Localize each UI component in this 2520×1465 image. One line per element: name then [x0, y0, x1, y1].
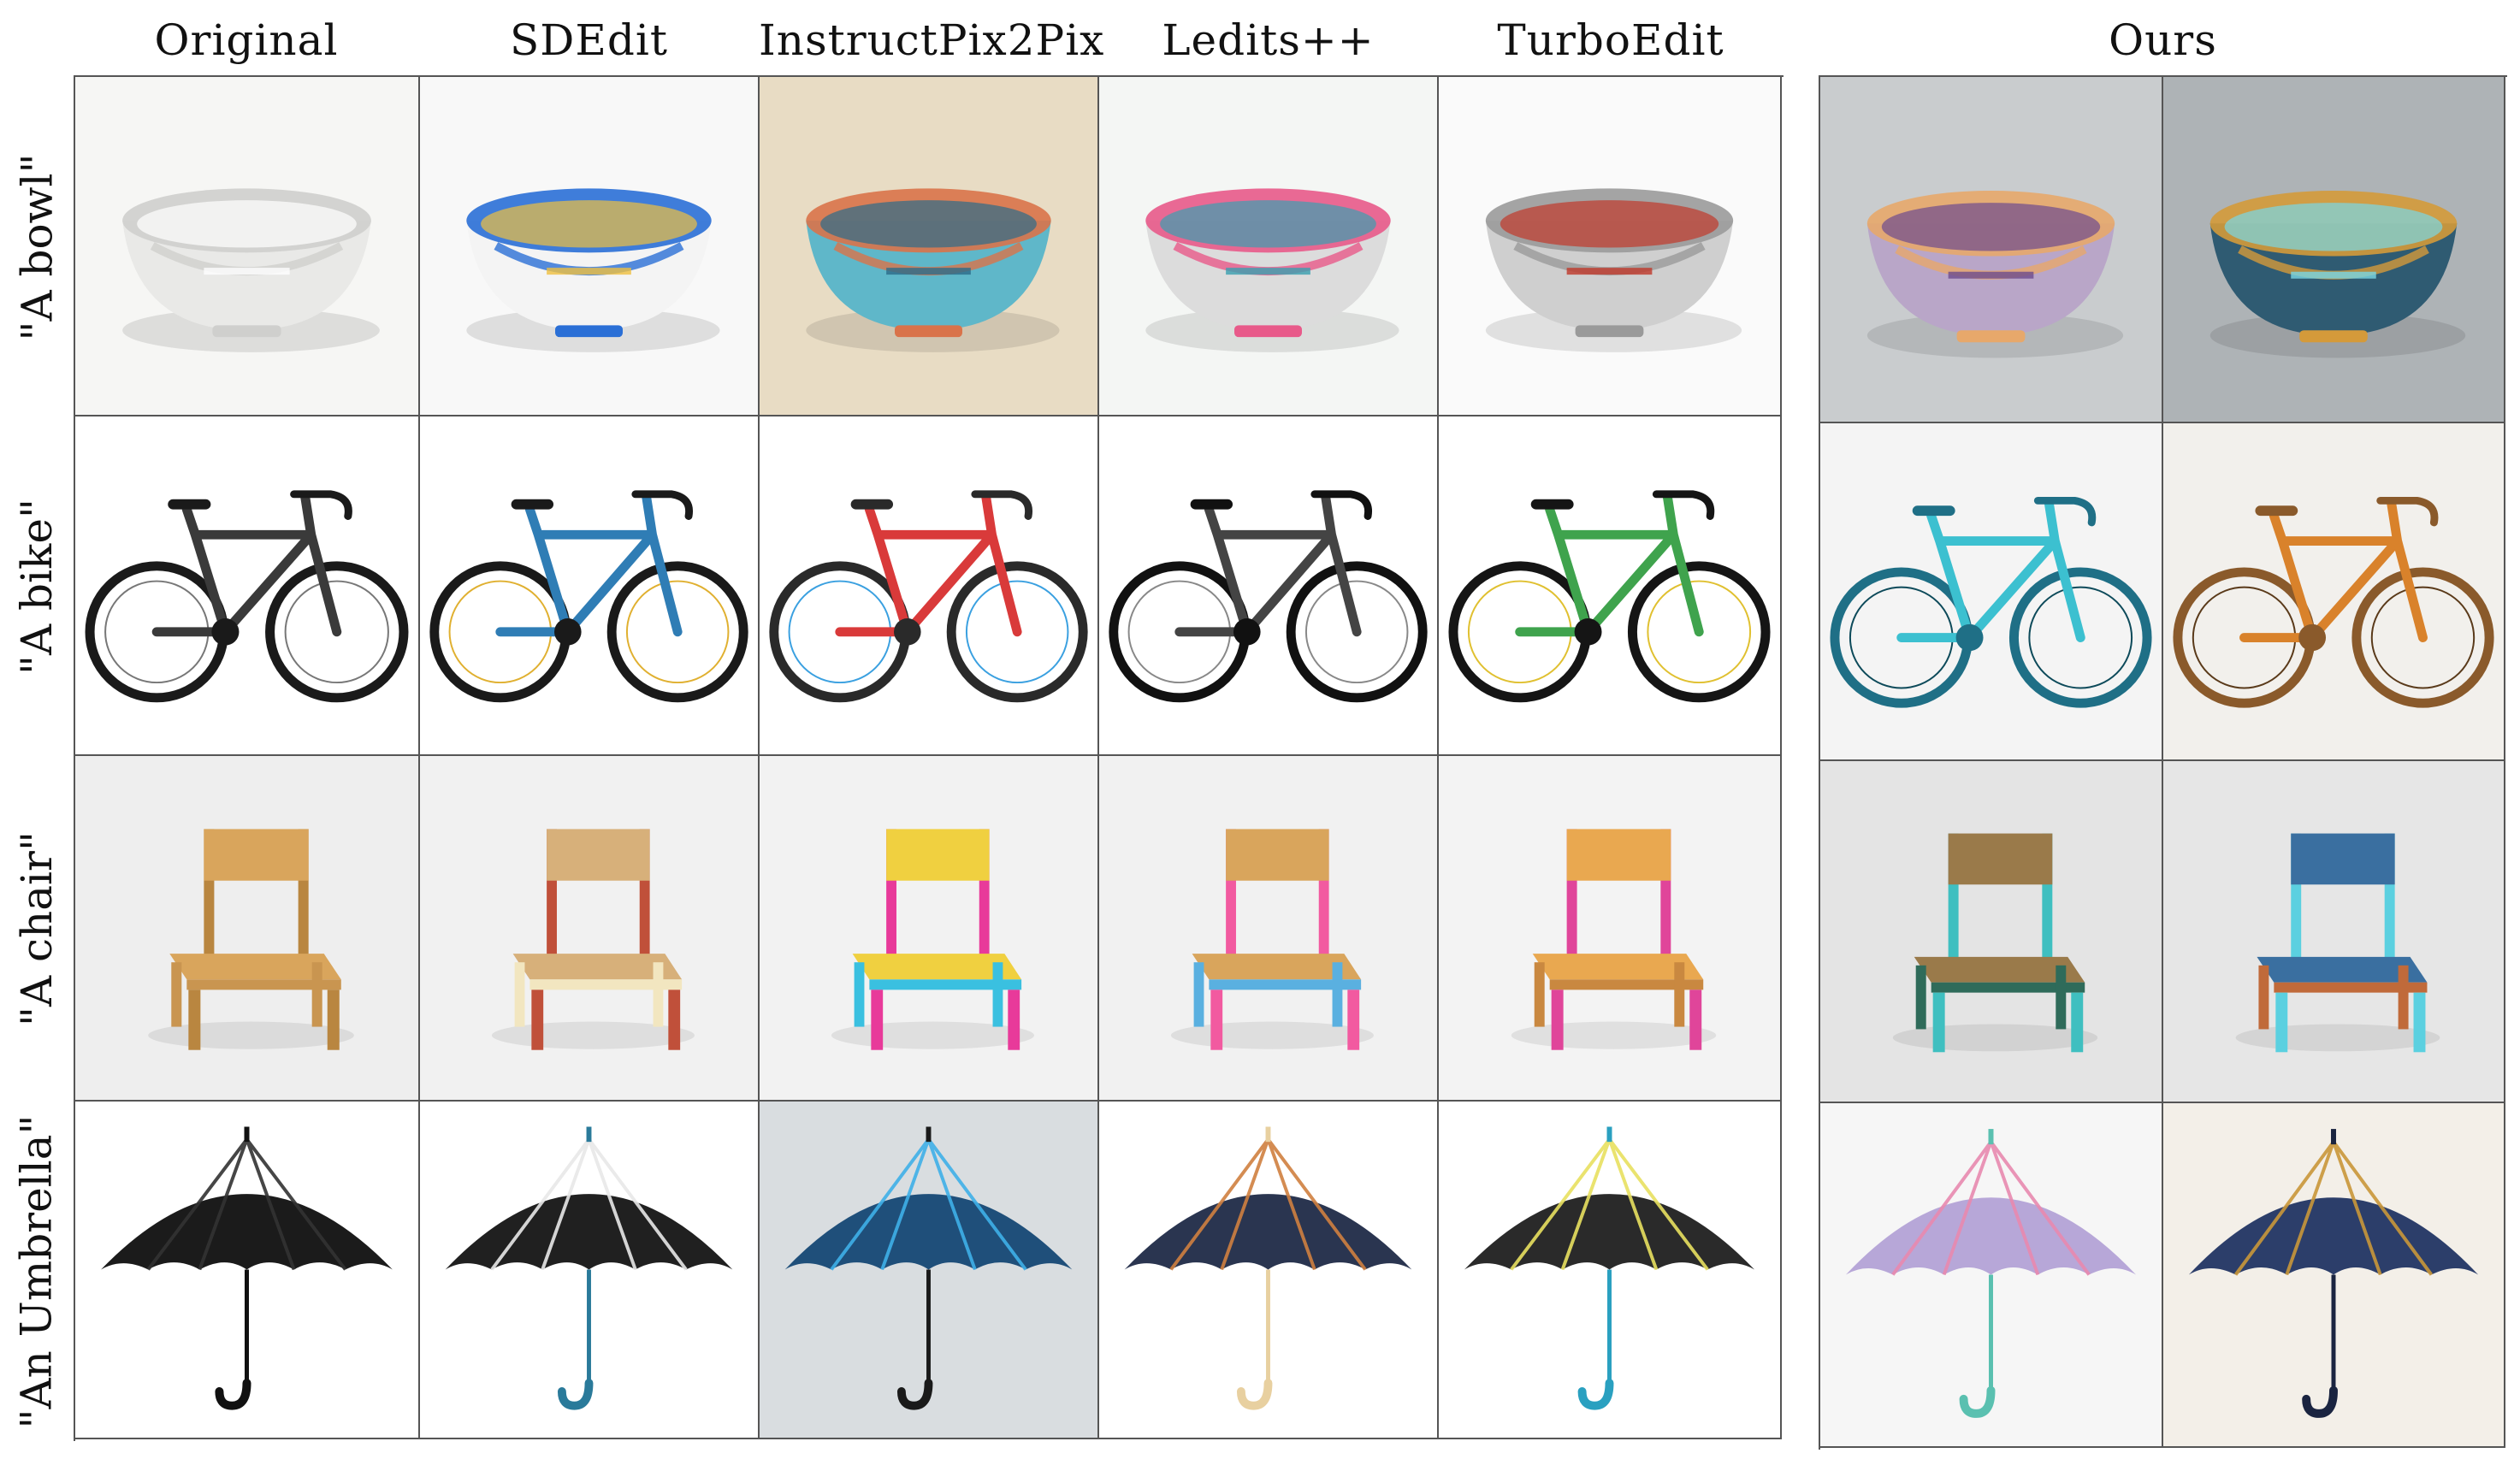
- umbrella-image: [1099, 1102, 1437, 1438]
- ours-cell-chair: [1820, 761, 2163, 1103]
- baseline-cell-umbrella: [75, 1102, 420, 1439]
- bowl-image: [2163, 77, 2504, 422]
- ours-cell-chair: [2163, 761, 2505, 1103]
- bowl-image: [1099, 77, 1437, 415]
- baseline-cell-chair: [420, 756, 760, 1102]
- chair-image: [1820, 761, 2162, 1102]
- column-header-ledits: Ledits++: [1162, 15, 1375, 65]
- baseline-cell-bike: [1439, 416, 1782, 756]
- ours-cell-umbrella: [1820, 1103, 2163, 1448]
- row-label-chair: "A chair": [0, 756, 74, 1102]
- bike-image: [760, 416, 1097, 754]
- umbrella-image: [75, 1102, 418, 1438]
- column-header-original: Original: [154, 15, 339, 65]
- umbrella-image: [2163, 1103, 2504, 1446]
- column-header-turboedit: TurboEdit: [1497, 15, 1724, 65]
- baseline-cell-bike: [760, 416, 1099, 756]
- ours-image-grid: [1819, 75, 2507, 1450]
- baseline-cell-bowl: [1439, 77, 1782, 416]
- baseline-cell-umbrella: [1099, 1102, 1439, 1439]
- bike-image: [75, 416, 418, 754]
- umbrella-image: [760, 1102, 1097, 1438]
- baseline-cell-chair: [1439, 756, 1782, 1102]
- umbrella-image: [1439, 1102, 1780, 1438]
- bike-image: [1439, 416, 1780, 754]
- row-label-bowl: "A bowl": [0, 77, 74, 416]
- chair-image: [75, 756, 418, 1100]
- baseline-cell-chair: [1099, 756, 1439, 1102]
- chair-image: [1099, 756, 1437, 1100]
- baseline-cell-bike: [75, 416, 420, 756]
- bike-image: [420, 416, 758, 754]
- baseline-cell-chair: [760, 756, 1099, 1102]
- row-label-umbrella: "An Umbrella": [0, 1102, 74, 1441]
- column-header-sdedit: SDEdit: [510, 15, 668, 65]
- baseline-cell-bowl: [760, 77, 1099, 416]
- bike-image: [1099, 416, 1437, 754]
- baseline-cell-bike: [420, 416, 760, 756]
- row-label-bike: "A bike": [0, 416, 74, 756]
- bike-image: [1820, 423, 2162, 759]
- row-label-text: "A bike": [12, 498, 62, 675]
- baseline-cell-umbrella: [1439, 1102, 1782, 1439]
- baseline-cell-umbrella: [760, 1102, 1099, 1439]
- row-label-text: "An Umbrella": [12, 1114, 62, 1429]
- umbrella-image: [1820, 1103, 2162, 1446]
- baseline-cell-bowl: [420, 77, 760, 416]
- bowl-image: [75, 77, 418, 415]
- column-header-instructpix2pix: InstructPix2Pix: [759, 15, 1105, 65]
- baseline-cell-bowl: [75, 77, 420, 416]
- bike-image: [2163, 423, 2504, 759]
- ours-cell-bowl: [2163, 77, 2505, 423]
- row-label-text: "A bowl": [12, 153, 62, 340]
- chair-image: [2163, 761, 2504, 1102]
- baseline-cell-bike: [1099, 416, 1439, 756]
- chair-image: [1439, 756, 1780, 1100]
- bowl-image: [760, 77, 1097, 415]
- umbrella-image: [420, 1102, 758, 1438]
- baseline-cell-chair: [75, 756, 420, 1102]
- baseline-cell-bowl: [1099, 77, 1439, 416]
- ours-cell-bowl: [1820, 77, 2163, 423]
- column-header-ours: Ours: [2109, 15, 2217, 65]
- bowl-image: [420, 77, 758, 415]
- ours-cell-umbrella: [2163, 1103, 2505, 1448]
- chair-image: [420, 756, 758, 1100]
- row-label-text: "A chair": [12, 831, 62, 1026]
- baseline-cell-umbrella: [420, 1102, 760, 1439]
- chair-image: [760, 756, 1097, 1100]
- baseline-image-grid: [74, 75, 1784, 1441]
- bowl-image: [1820, 77, 2162, 422]
- ours-cell-bike: [1820, 423, 2163, 761]
- bowl-image: [1439, 77, 1780, 415]
- ours-cell-bike: [2163, 423, 2505, 761]
